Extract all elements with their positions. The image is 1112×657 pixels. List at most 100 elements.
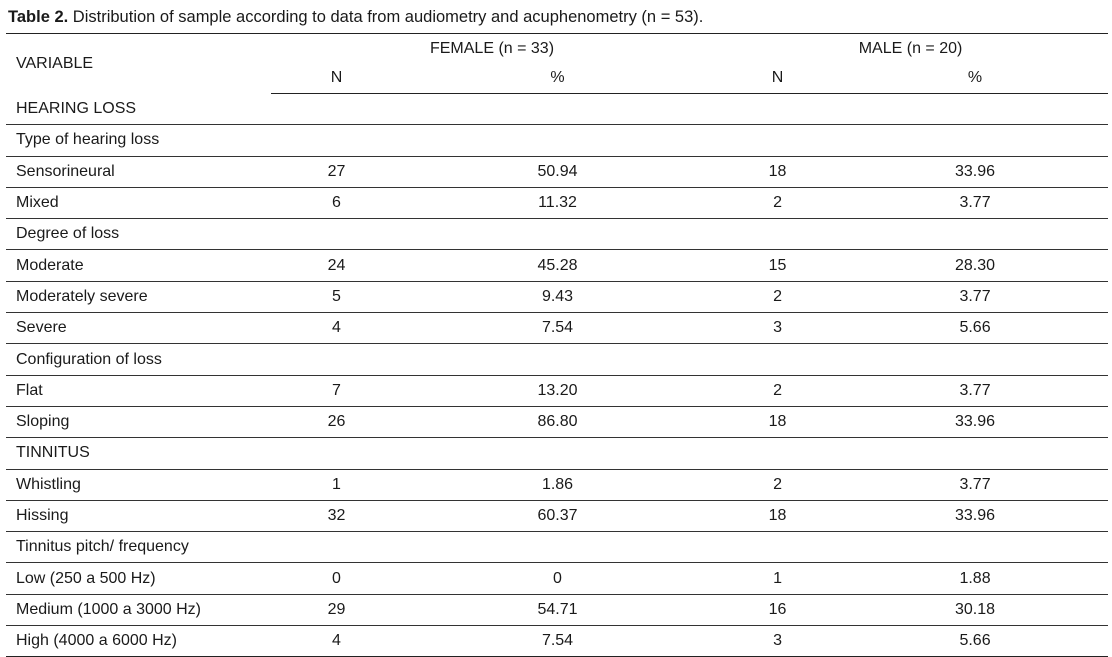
female-n-cell: 24 (271, 249, 402, 282)
table-row: Low (250 a 500 Hz) 0 0 1 1.88 (6, 562, 1109, 595)
table-row: Hissing 32 60.37 18 33.96 (6, 500, 1109, 533)
header-female-n: N (271, 63, 402, 94)
row-label: Severe (6, 312, 271, 345)
female-n-cell (271, 437, 402, 470)
male-pct-cell: 3.77 (842, 469, 1109, 501)
male-pct-cell (842, 343, 1109, 376)
male-pct-cell (842, 124, 1109, 157)
section-label: TINNITUS (6, 437, 271, 470)
male-n-cell (713, 218, 843, 251)
female-pct-cell (402, 124, 714, 157)
male-pct-cell (842, 218, 1109, 251)
male-pct-cell: 33.96 (842, 406, 1109, 439)
table-caption: Table 2. Distribution of sample accordin… (8, 6, 703, 28)
section-label: Type of hearing loss (6, 124, 271, 157)
female-pct-cell: 60.37 (402, 500, 714, 533)
table-row: Sloping 26 86.80 18 33.96 (6, 406, 1109, 439)
row-label: Moderately severe (6, 281, 271, 314)
female-pct-cell (402, 437, 714, 470)
header-female-pct: % (402, 63, 714, 94)
male-n-cell: 15 (713, 249, 843, 282)
male-pct-cell: 3.77 (842, 281, 1109, 314)
header-male: MALE (n = 20) (858, 39, 963, 57)
female-pct-cell: 45.28 (402, 249, 714, 282)
female-n-cell: 29 (271, 594, 402, 627)
row-label: Sloping (6, 406, 271, 439)
row-label: Medium (1000 a 3000 Hz) (6, 594, 271, 627)
male-pct-cell: 33.96 (842, 500, 1109, 533)
female-n-cell: 4 (271, 312, 402, 345)
section-row: HEARING LOSS (6, 93, 1109, 126)
female-n-cell: 6 (271, 187, 402, 220)
male-pct-cell: 5.66 (842, 312, 1109, 345)
table-row: Sensorineural 27 50.94 18 33.96 (6, 156, 1109, 188)
male-n-cell: 18 (713, 156, 843, 188)
table-row: Moderately severe 5 9.43 2 3.77 (6, 281, 1109, 314)
male-n-cell: 1 (713, 562, 843, 595)
male-pct-cell: 30.18 (842, 594, 1109, 627)
female-pct-cell: 9.43 (402, 281, 714, 314)
male-n-cell: 16 (713, 594, 843, 627)
table-row: Whistling 1 1.86 2 3.77 (6, 469, 1109, 501)
female-pct-cell: 11.32 (402, 187, 714, 220)
row-label: Moderate (6, 249, 271, 282)
data-table-container: VARIABLE FEMALE (n = 33) MALE (n = 20) N… (6, 33, 1109, 657)
row-label: Whistling (6, 469, 271, 501)
row-label: Hissing (6, 500, 271, 533)
header-variable: VARIABLE (16, 54, 94, 72)
section-label: Degree of loss (6, 218, 271, 251)
male-n-cell (713, 343, 843, 376)
female-n-cell (271, 93, 402, 126)
section-row: Degree of loss (6, 218, 1109, 251)
female-pct-cell (402, 343, 714, 376)
female-pct-cell (402, 93, 714, 126)
female-n-cell: 32 (271, 500, 402, 533)
row-label: Low (250 a 500 Hz) (6, 562, 271, 595)
female-pct-cell: 13.20 (402, 375, 714, 407)
section-label: Tinnitus pitch/ frequency (6, 531, 271, 564)
male-pct-cell (842, 437, 1109, 470)
female-pct-cell: 7.54 (402, 625, 714, 657)
female-pct-cell: 54.71 (402, 594, 714, 627)
header-male-n: N (713, 63, 843, 94)
female-pct-cell (402, 218, 714, 251)
male-pct-cell: 33.96 (842, 156, 1109, 188)
female-n-cell: 1 (271, 469, 402, 501)
male-n-cell (713, 437, 843, 470)
male-n-cell: 2 (713, 469, 843, 501)
header-female: FEMALE (n = 33) (429, 39, 555, 57)
table-row: Moderate 24 45.28 15 28.30 (6, 249, 1109, 282)
female-n-cell: 5 (271, 281, 402, 314)
section-label: Configuration of loss (6, 343, 271, 376)
section-row: Type of hearing loss (6, 124, 1109, 157)
male-n-cell: 3 (713, 625, 843, 657)
row-label: High (4000 a 6000 Hz) (6, 625, 271, 657)
table-row: High (4000 a 6000 Hz) 4 7.54 3 5.66 (6, 625, 1109, 657)
male-pct-cell (842, 531, 1109, 564)
male-n-cell: 18 (713, 500, 843, 533)
male-n-cell: 2 (713, 187, 843, 220)
male-pct-cell: 28.30 (842, 249, 1109, 282)
section-row: Configuration of loss (6, 343, 1109, 376)
female-n-cell (271, 531, 402, 564)
header-male-pct: % (842, 63, 1109, 94)
male-n-cell: 3 (713, 312, 843, 345)
female-n-cell: 4 (271, 625, 402, 657)
female-n-cell (271, 218, 402, 251)
male-pct-cell (842, 93, 1109, 126)
female-n-cell: 0 (271, 562, 402, 595)
female-n-cell (271, 124, 402, 157)
male-n-cell (713, 93, 843, 126)
row-label: Sensorineural (6, 156, 271, 188)
female-pct-cell: 86.80 (402, 406, 714, 439)
section-label: HEARING LOSS (6, 93, 271, 126)
female-n-cell: 26 (271, 406, 402, 439)
female-pct-cell (402, 531, 714, 564)
row-label: Mixed (6, 187, 271, 220)
section-row: TINNITUS (6, 437, 1109, 470)
table-row: Medium (1000 a 3000 Hz) 29 54.71 16 30.18 (6, 594, 1109, 627)
table-header: VARIABLE FEMALE (n = 33) MALE (n = 20) N… (6, 33, 1109, 94)
male-pct-cell: 5.66 (842, 625, 1109, 657)
female-n-cell: 27 (271, 156, 402, 188)
male-n-cell: 2 (713, 281, 843, 314)
